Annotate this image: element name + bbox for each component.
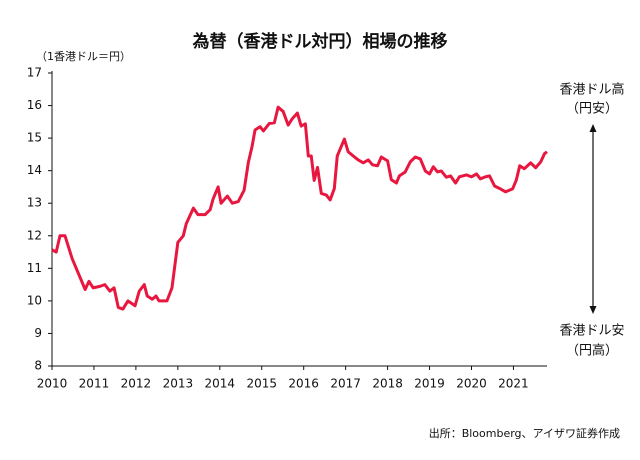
y-tick-label: 11 bbox=[27, 261, 42, 275]
x-tick-label: 2014 bbox=[205, 377, 236, 391]
x-tick-label: 2013 bbox=[163, 377, 194, 391]
y-axis-label: （1香港ドル＝円） bbox=[36, 50, 131, 63]
y-tick-label: 13 bbox=[27, 196, 42, 210]
y-tick-label: 15 bbox=[27, 131, 42, 145]
x-tick-label: 2018 bbox=[372, 377, 403, 391]
arrow bbox=[589, 124, 597, 314]
annotation: 香港ドル安 bbox=[559, 324, 624, 339]
source: 出所：Bloomberg、アイザワ証券作成 bbox=[429, 426, 620, 440]
chart-title: 為替（香港ドル対円）相場の推移 bbox=[193, 31, 448, 52]
y-tick-label: 17 bbox=[27, 66, 42, 80]
x-tick-label: 2012 bbox=[121, 377, 152, 391]
y-tick-label: 14 bbox=[27, 163, 42, 177]
x-tick-label: 2010 bbox=[37, 377, 68, 391]
x-tick-label: 2020 bbox=[456, 377, 487, 391]
x-tick-label: 2011 bbox=[79, 377, 110, 391]
x-tick-label: 2021 bbox=[498, 377, 529, 391]
y-tick-label: 9 bbox=[34, 326, 42, 340]
x-tick-label: 2015 bbox=[246, 377, 277, 391]
annotation: 香港ドル高 bbox=[559, 82, 624, 98]
y-tick-label: 8 bbox=[34, 359, 42, 373]
x-tick-label: 2017 bbox=[330, 377, 361, 391]
y-tick-label: 16 bbox=[27, 98, 42, 112]
data-line bbox=[51, 105, 548, 311]
y-tick-label: 10 bbox=[27, 293, 42, 307]
annotation: （円高） bbox=[566, 343, 618, 359]
x-tick-label: 2019 bbox=[414, 377, 445, 391]
y-tick-label: 12 bbox=[27, 228, 42, 242]
x-tick-label: 2016 bbox=[288, 377, 319, 391]
annotation: （円安） bbox=[566, 102, 618, 117]
